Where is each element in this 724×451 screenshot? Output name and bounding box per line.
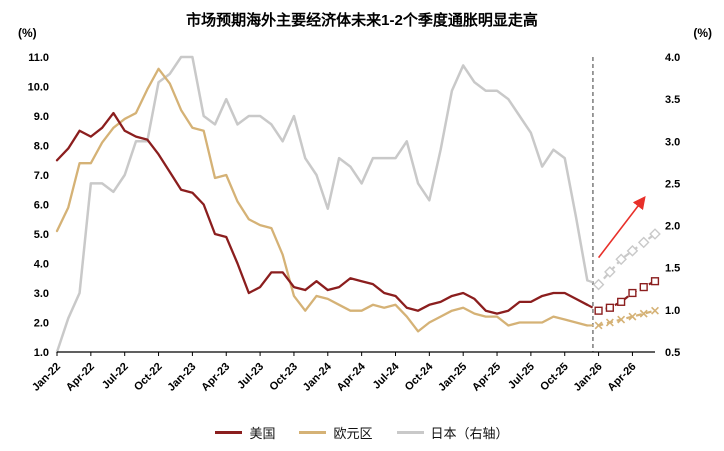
inflation-up-arrow (597, 196, 646, 259)
us-forecast-marker (605, 303, 614, 312)
right-axis-unit-label: (%) (693, 26, 712, 40)
japan-line-swatch (396, 431, 424, 434)
left-axis-tick-label: 7.0 (34, 170, 49, 182)
left-axis-tick-label: 6.0 (34, 200, 49, 212)
eurozone-forecast-marker (605, 318, 614, 327)
x-axis-tick-label: Jan-22 (30, 361, 63, 394)
x-axis-tick-label: Oct-25 (538, 361, 571, 394)
x-axis-tick-label: Oct-22 (132, 361, 165, 394)
x-axis-tick-label: Jan-23 (165, 361, 198, 394)
eurozone-forecast-marker (651, 306, 659, 315)
chart-title: 市场预期海外主要经济体未来1-2个季度通胀明显走高 (186, 12, 538, 29)
right-axis-tick-label: 2.5 (665, 178, 680, 190)
x-axis-tick-label: Jan-26 (572, 361, 605, 394)
left-axis-tick-label: 10.0 (28, 82, 49, 94)
us-actual-line (55, 111, 589, 315)
us-forecast-marker (617, 297, 626, 306)
left-axis-tick-label: 8.0 (34, 141, 49, 153)
x-axis-tick-label: Jul-25 (506, 361, 537, 392)
right-axis-tick-label: 4.0 (665, 52, 680, 64)
legend-label-us: 美国 (249, 426, 276, 441)
left-axis-tick-label: 11.0 (28, 52, 49, 64)
x-axis-tick-label: Jul-24 (371, 360, 403, 392)
x-axis-tick-label: Apr-23 (199, 361, 232, 394)
x-axis-tick-label: Apr-24 (335, 360, 369, 394)
left-axis-tick-label: 3.0 (34, 288, 49, 300)
x-axis-tick-label: Oct-23 (267, 361, 300, 394)
x-axis-tick-label: Jan-25 (436, 361, 469, 394)
left-axis-tick-label: 5.0 (34, 229, 49, 241)
us-line-swatch (215, 431, 243, 434)
right-axis-tick-label: 2.0 (665, 221, 680, 233)
legend-item-us: 美国 (215, 423, 275, 442)
x-axis-tick-label: Jan-24 (301, 360, 335, 394)
japan-forecast-marker (626, 245, 639, 257)
right-axis-tick-label: 3.0 (665, 136, 680, 148)
japan-forecast-marker (604, 266, 616, 278)
eurozone-forecast-marker (639, 309, 648, 318)
x-axis-tick-label: Apr-22 (64, 361, 97, 394)
us-forecast-marker (650, 277, 660, 286)
x-axis-tick-label: Apr-25 (470, 361, 503, 394)
japan-forecast-marker (592, 278, 605, 291)
eurozone-forecast-marker (617, 315, 626, 324)
right-axis-tick-label: 1.5 (665, 263, 680, 275)
chart-legend: 美国 欧元区 日本（右轴） (0, 423, 724, 442)
left-axis-tick-label: 9.0 (34, 111, 49, 123)
right-axis-tick-label: 1.0 (665, 305, 680, 317)
left-axis-tick-label: 1.0 (34, 347, 49, 359)
right-axis-tick-label: 3.5 (665, 94, 680, 106)
right-axis-tick-label: 0.5 (665, 347, 680, 359)
us-forecast-marker (639, 283, 648, 292)
eurozone-forecast-marker (594, 321, 603, 330)
left-axis-tick-label: 4.0 (34, 259, 49, 271)
x-axis-tick-label: Jul-22 (100, 361, 131, 392)
eurozone-forecast-marker (628, 312, 637, 321)
left-axis-tick-label: 2.0 (34, 318, 49, 330)
japan-forecast-marker (637, 236, 650, 249)
japan-forecast-marker (649, 228, 661, 240)
us-forecast-marker (594, 306, 603, 315)
x-axis-tick-label: Oct-24 (403, 360, 436, 393)
left-axis-unit-label: (%) (18, 26, 37, 40)
eurozone-actual-line (55, 67, 589, 333)
x-axis-tick-label: Jul-23 (235, 361, 266, 392)
x-axis-tick-label: Apr-26 (605, 361, 638, 394)
legend-item-eurozone: 欧元区 (299, 423, 373, 442)
legend-item-japan: 日本（右轴） (396, 423, 509, 442)
eurozone-line-swatch (299, 431, 327, 434)
japan-actual-line (55, 55, 589, 354)
japan-forecast-marker (615, 253, 627, 266)
legend-label-japan: 日本（右轴） (430, 426, 509, 441)
us-forecast-marker (628, 288, 637, 298)
legend-label-eurozone: 欧元区 (333, 426, 373, 441)
